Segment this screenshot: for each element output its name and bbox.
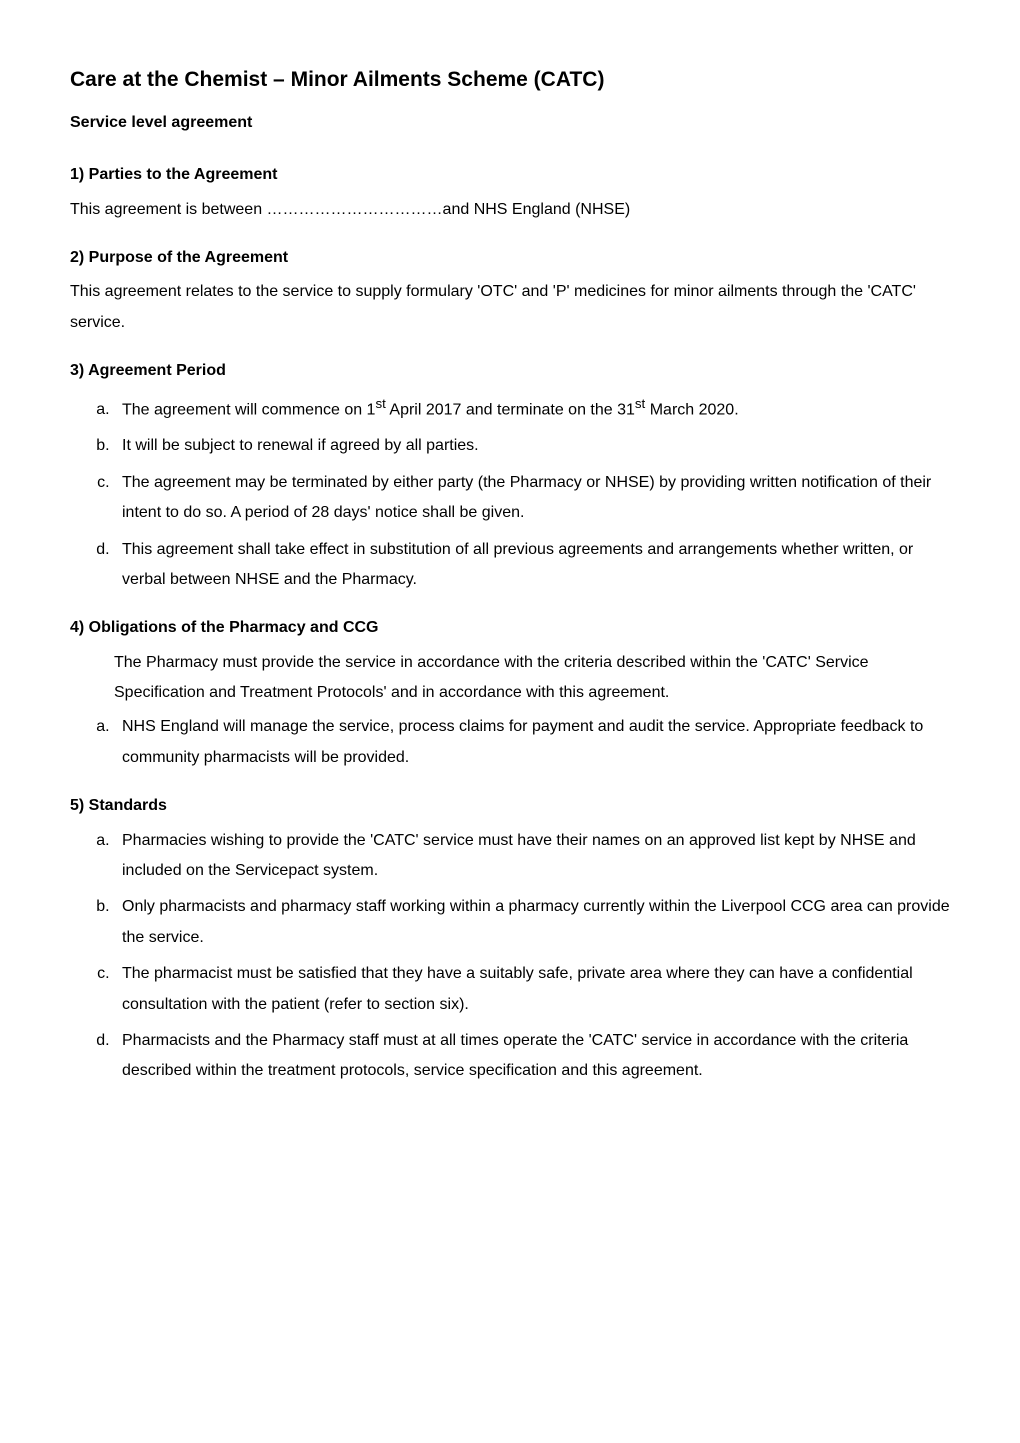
page-title: Care at the Chemist – Minor Ailments Sch… bbox=[70, 60, 950, 100]
list-item: The pharmacist must be satisfied that th… bbox=[114, 959, 950, 1020]
section-1-heading: 1) Parties to the Agreement bbox=[70, 160, 950, 190]
list-item: The agreement may be terminated by eithe… bbox=[114, 468, 950, 529]
list-item: NHS England will manage the service, pro… bbox=[114, 712, 950, 773]
section-2-heading: 2) Purpose of the Agreement bbox=[70, 243, 950, 273]
section-2-body: This agreement relates to the service to… bbox=[70, 277, 950, 338]
section-1-body: This agreement is between ……………………………and… bbox=[70, 195, 950, 225]
list-item: It will be subject to renewal if agreed … bbox=[114, 431, 950, 461]
section-3-list: The agreement will commence on 1st April… bbox=[70, 391, 950, 596]
section-5-heading: 5) Standards bbox=[70, 791, 950, 821]
section-4-lead: The Pharmacy must provide the service in… bbox=[70, 648, 950, 709]
section-4-heading: 4) Obligations of the Pharmacy and CCG bbox=[70, 613, 950, 643]
section-5-list: Pharmacies wishing to provide the 'CATC'… bbox=[70, 826, 950, 1087]
list-item: Pharmacies wishing to provide the 'CATC'… bbox=[114, 826, 950, 887]
list-item: The agreement will commence on 1st April… bbox=[114, 391, 950, 426]
list-item: Only pharmacists and pharmacy staff work… bbox=[114, 892, 950, 953]
list-item: This agreement shall take effect in subs… bbox=[114, 535, 950, 596]
page-subtitle: Service level agreement bbox=[70, 108, 950, 138]
list-item: Pharmacists and the Pharmacy staff must … bbox=[114, 1026, 950, 1087]
section-4-list: NHS England will manage the service, pro… bbox=[70, 712, 950, 773]
section-3-heading: 3) Agreement Period bbox=[70, 356, 950, 386]
